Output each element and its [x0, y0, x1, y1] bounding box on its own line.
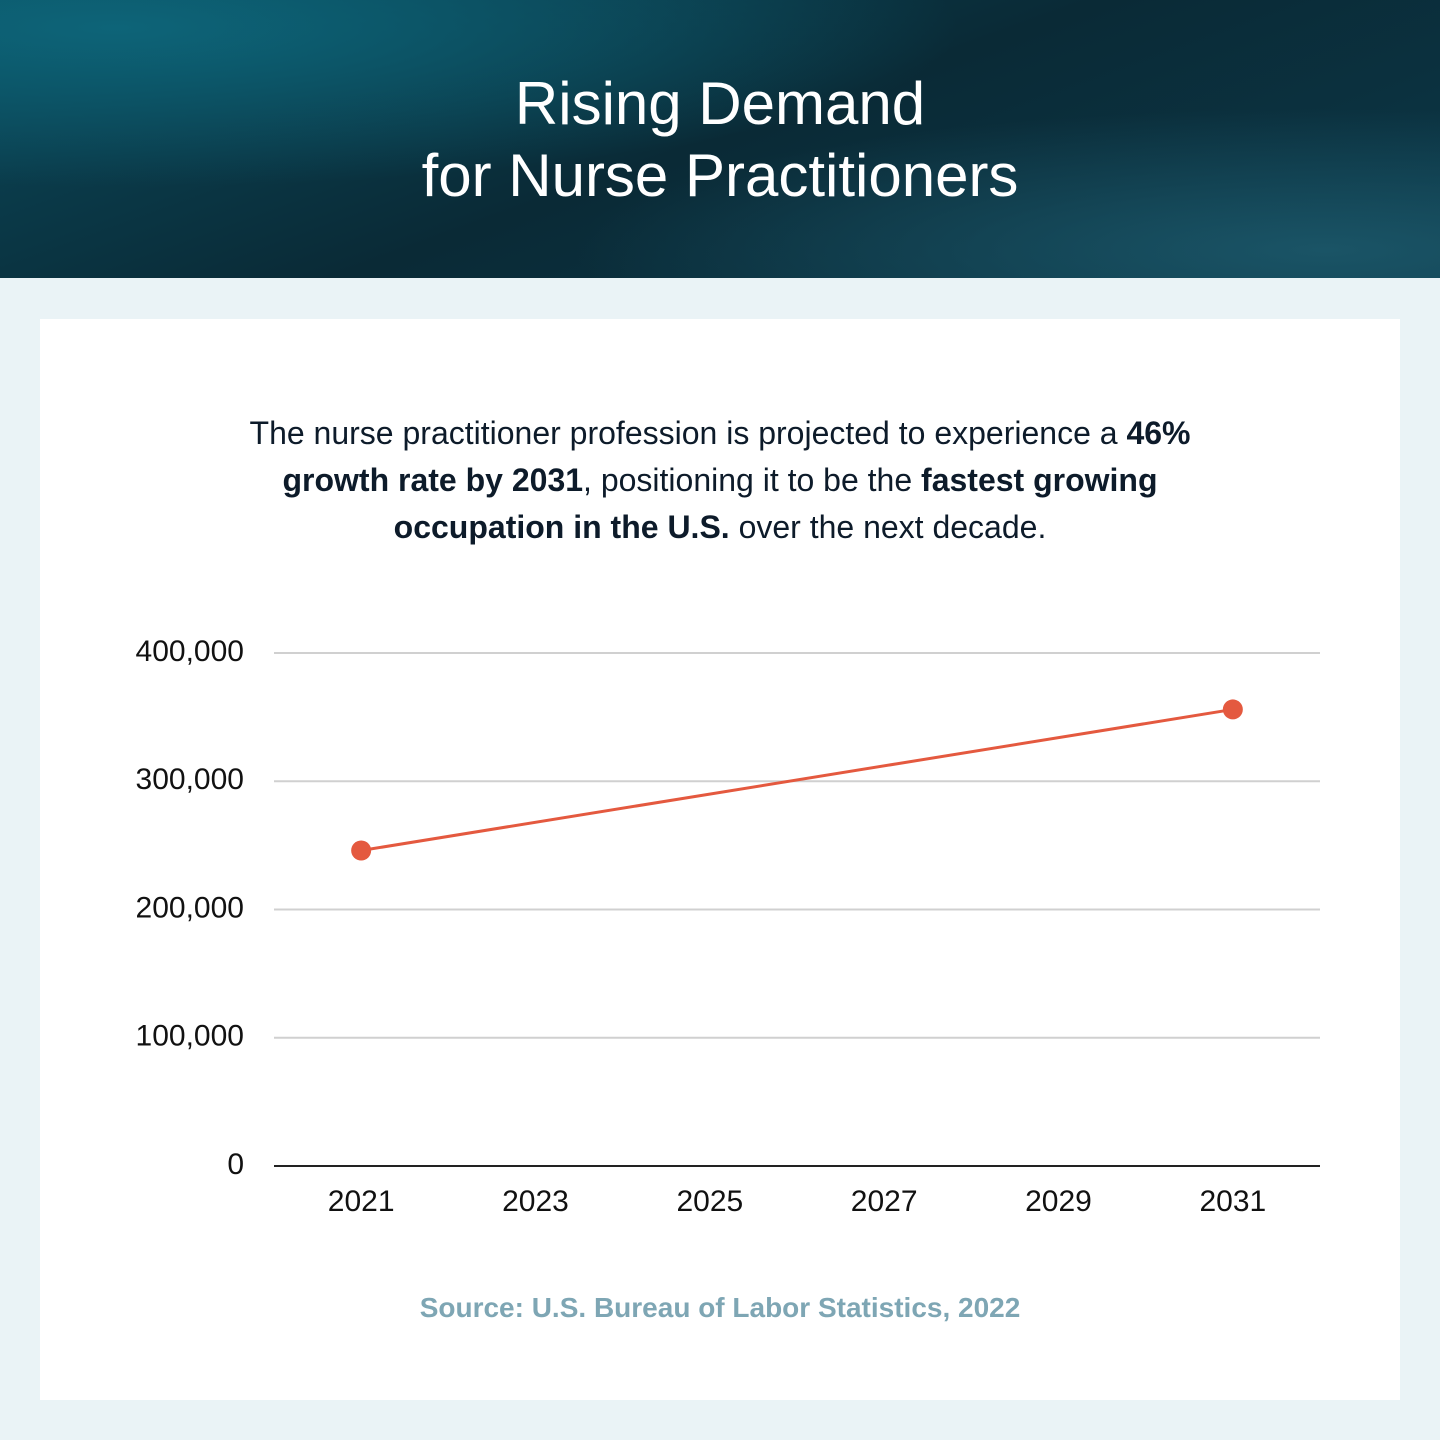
- x-tick-label: 2027: [851, 1185, 918, 1218]
- point: [351, 840, 372, 861]
- title-line: for Nurse Practitioners: [421, 142, 1019, 209]
- y-tick-label: 300,000: [136, 763, 244, 796]
- card: [40, 319, 1400, 1400]
- y-tick-label: 200,000: [136, 891, 244, 924]
- subtitle-text: over the next decade.: [729, 509, 1047, 545]
- x-tick-label: 2021: [328, 1185, 395, 1218]
- y-tick-label: 400,000: [136, 635, 244, 668]
- subtitle-text: , positioning it to be the: [583, 462, 922, 498]
- line: [360, 707, 1234, 852]
- y-tick-label: 0: [227, 1148, 244, 1181]
- point: [1222, 699, 1243, 720]
- chart-title: Rising Demand for Nurse Practitioners: [0, 68, 1440, 212]
- x-tick-label: 2023: [502, 1185, 569, 1218]
- y-tick-label: 100,000: [136, 1020, 244, 1053]
- subtitle-bold: fastest growing occupation in the U.S.: [393, 462, 1158, 545]
- x-tick-label: 2029: [1025, 1185, 1092, 1218]
- source: Source: U.S. Bureau of Labor Statistics,…: [419, 1292, 1021, 1323]
- x-tick-label: 2025: [676, 1185, 743, 1218]
- header: Rising Demand for Nurse Practitioners: [0, 0, 1440, 278]
- x-tick-label: 2031: [1199, 1185, 1266, 1218]
- subtitle: The nurse practitioner profession is pro…: [220, 410, 1220, 551]
- title-line: Rising Demand: [514, 70, 926, 137]
- subtitle-text: The nurse practitioner profession is pro…: [249, 415, 1127, 451]
- subtitle-bold: 46% growth rate by 2031: [282, 415, 1191, 498]
